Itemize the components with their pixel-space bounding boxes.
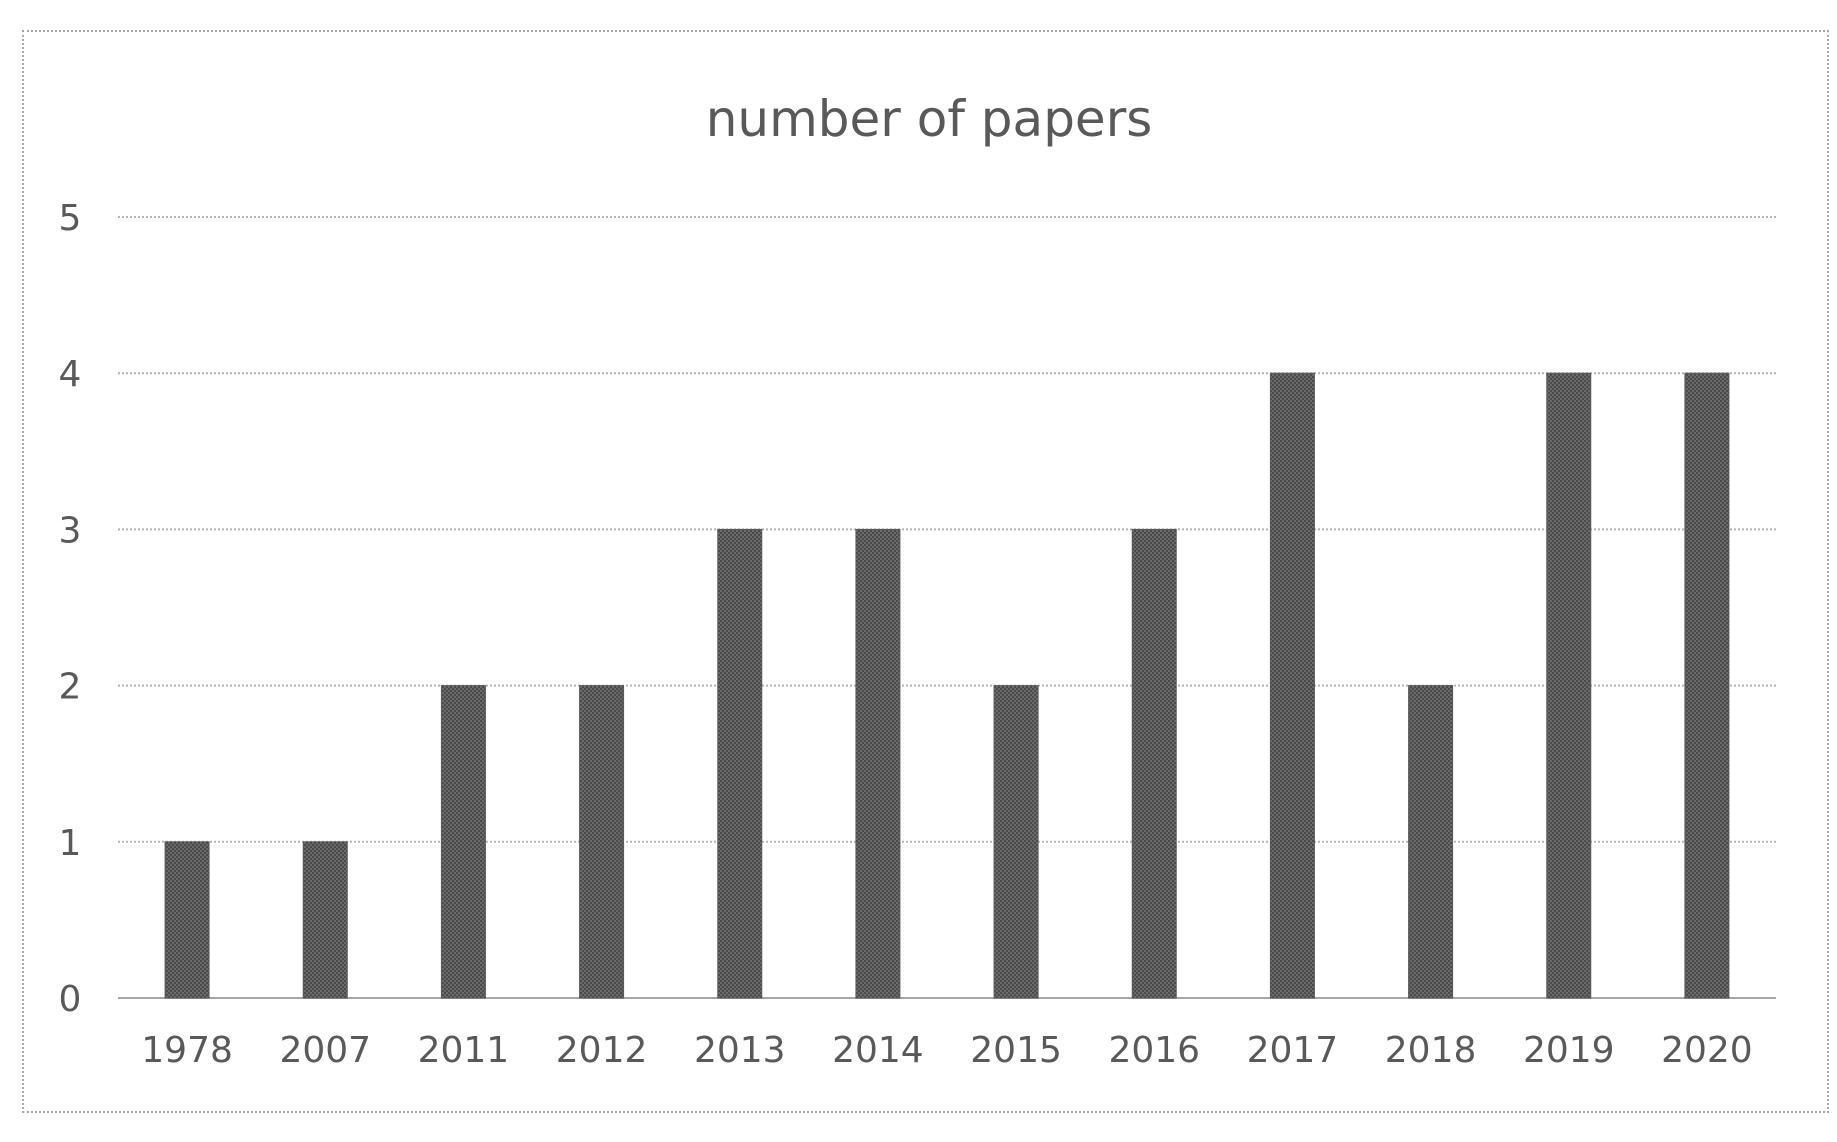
- bar-1978: [164, 841, 210, 999]
- y-tick-label: 2: [59, 667, 82, 708]
- y-tick-label: 1: [59, 823, 82, 864]
- x-tick-label: 2007: [279, 1030, 371, 1071]
- x-tick-label: 2013: [694, 1030, 786, 1071]
- x-tick-label: 2015: [970, 1030, 1062, 1071]
- x-tick-label: 2017: [1247, 1030, 1339, 1071]
- bar-2016: [1131, 528, 1177, 999]
- x-tick-label: 1978: [141, 1030, 233, 1071]
- bar-2011: [440, 685, 486, 999]
- y-tick-label: 3: [59, 510, 82, 551]
- x-tick-label: 2018: [1385, 1030, 1477, 1071]
- bar-2012: [579, 685, 625, 999]
- bar-2020: [1684, 372, 1730, 999]
- y-tick-label: 0: [59, 979, 82, 1020]
- bars: [164, 372, 1730, 999]
- x-tick-label: 2014: [832, 1030, 924, 1071]
- chart-title: number of papers: [706, 90, 1153, 148]
- x-tick-label: 2019: [1523, 1030, 1615, 1071]
- x-tick-labels: 1978 2007 2011 2012 2013 2014 2015 2016 2017 2018…: [141, 1030, 1752, 1071]
- x-tick-label: 2016: [1108, 1030, 1200, 1071]
- x-tick-label: 2020: [1661, 1030, 1753, 1071]
- x-tick-label: 2011: [418, 1030, 510, 1071]
- y-tick-label: 4: [59, 354, 82, 395]
- y-tick-labels: 0 1 2 3 4 5: [59, 198, 82, 1020]
- bar-2017: [1269, 372, 1315, 999]
- y-tick-label: 5: [59, 198, 82, 239]
- bar-2014: [855, 528, 901, 999]
- bar-2007: [302, 841, 348, 999]
- bar-2015: [993, 685, 1039, 999]
- bar-2019: [1546, 372, 1592, 999]
- bar-2013: [717, 528, 763, 999]
- bar-2018: [1408, 685, 1454, 999]
- gridlines: [118, 216, 1776, 999]
- x-tick-label: 2012: [556, 1030, 648, 1071]
